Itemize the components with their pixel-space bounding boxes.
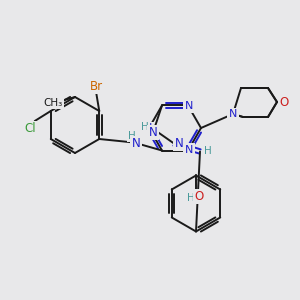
Text: Cl: Cl: [24, 122, 36, 136]
Text: O: O: [194, 190, 204, 203]
Text: O: O: [279, 95, 289, 109]
Text: N: N: [148, 126, 158, 139]
Text: CH₃: CH₃: [44, 98, 63, 108]
Text: H: H: [128, 130, 136, 140]
Text: H: H: [187, 194, 195, 203]
Text: N: N: [185, 101, 193, 112]
Text: N: N: [229, 109, 237, 119]
Text: N: N: [144, 123, 152, 133]
Text: H: H: [204, 146, 212, 157]
Text: H: H: [141, 122, 149, 133]
Text: Br: Br: [90, 80, 103, 92]
Text: N: N: [175, 137, 183, 150]
Text: N: N: [132, 137, 140, 150]
Text: N: N: [185, 145, 193, 154]
